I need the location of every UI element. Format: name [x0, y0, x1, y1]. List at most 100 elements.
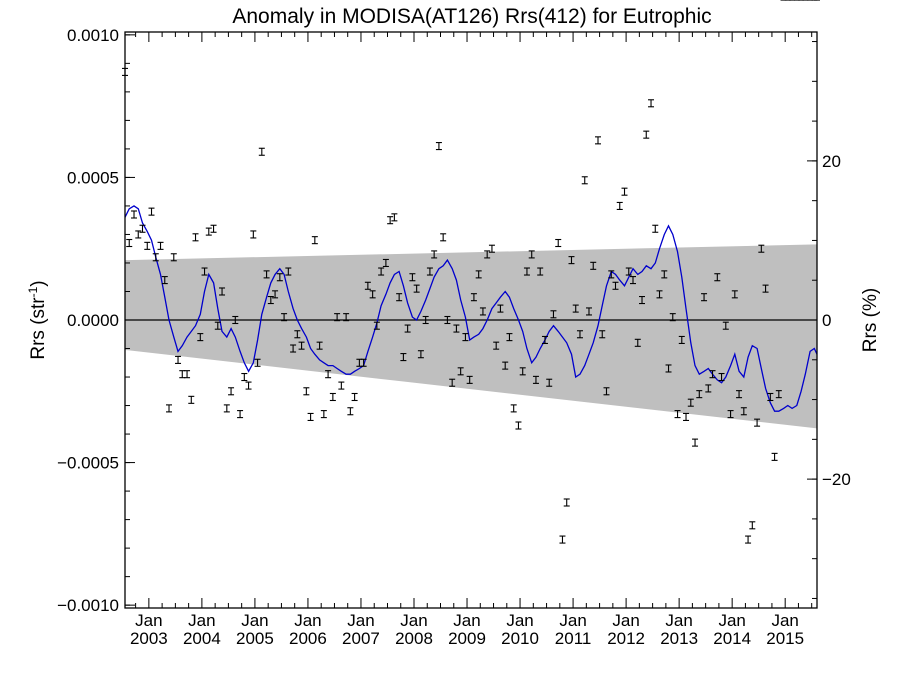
data-point [621, 187, 628, 196]
data-point [634, 338, 641, 347]
data-point [470, 293, 477, 302]
data-point [188, 395, 195, 404]
y-tick-label: 0.0010 [67, 26, 119, 45]
data-point [343, 313, 350, 322]
x-tick-month: Jan [241, 611, 268, 630]
data-point [409, 273, 416, 282]
data-point [736, 390, 743, 399]
data-point [391, 213, 398, 222]
data-point [131, 210, 138, 219]
x-tick-month: Jan [718, 611, 745, 630]
data-point [466, 375, 473, 384]
data-point [502, 361, 509, 370]
x-tick-month: Jan [294, 611, 321, 630]
data-point [594, 136, 601, 145]
data-point [563, 498, 570, 507]
data-point [740, 407, 747, 416]
data-point [449, 378, 456, 387]
data-point [669, 313, 676, 322]
data-point [364, 281, 371, 290]
data-point [298, 341, 305, 350]
data-point [775, 390, 782, 399]
x-tick-year: 2008 [395, 629, 433, 648]
data-point [581, 176, 588, 185]
y2-tick-label: 0 [822, 311, 831, 330]
data-point [488, 244, 495, 253]
data-point [219, 287, 226, 296]
data-point [479, 307, 486, 316]
x-tick-year: 2014 [713, 629, 751, 648]
data-point [687, 398, 694, 407]
data-point [311, 236, 318, 245]
data-point [537, 267, 544, 276]
data-point [612, 281, 619, 290]
data-point [175, 355, 182, 364]
data-point [285, 267, 292, 276]
data-point [559, 535, 566, 544]
series-line [124, 205, 818, 412]
plot-area [122, 0, 820, 609]
y-axis-label: Rrs (str-1) [26, 280, 49, 359]
x-tick-month: Jan [347, 611, 374, 630]
x-tick-year: 2010 [501, 629, 539, 648]
data-point [316, 341, 323, 350]
y-tick-label: −0.0005 [57, 454, 119, 473]
data-point [179, 370, 186, 379]
data-point [210, 224, 217, 233]
x-tick-year: 2013 [660, 629, 698, 648]
data-point [625, 267, 632, 276]
x-axis: Jan2003Jan2004Jan2005Jan2006Jan2007Jan20… [130, 32, 813, 648]
data-point [515, 421, 522, 430]
data-point [294, 330, 301, 339]
data-point [431, 250, 438, 259]
data-point [126, 238, 133, 248]
data-point [267, 295, 274, 305]
x-tick-month: Jan [453, 611, 480, 630]
data-point [144, 241, 151, 250]
data-point [754, 418, 761, 427]
data-point [444, 315, 451, 325]
y2-axis-label: Rrs (%) [860, 288, 881, 352]
data-point [228, 387, 235, 396]
data-point [276, 273, 283, 282]
data-point [170, 253, 177, 262]
y-axis-label-close: ) [28, 280, 49, 286]
data-point [184, 370, 191, 379]
x-tick-month: Jan [559, 611, 586, 630]
data-point [347, 407, 354, 416]
data-point [157, 241, 164, 250]
data-point [603, 387, 610, 396]
data-point [674, 410, 681, 419]
data-point [510, 404, 517, 413]
data-point [258, 147, 265, 156]
data-point [572, 304, 579, 313]
data-point [329, 392, 336, 402]
data-point [281, 313, 288, 322]
data-point [714, 273, 721, 282]
data-point [550, 310, 557, 319]
y-axis-label-main: Rrs (str [28, 297, 49, 360]
data-point [762, 284, 769, 293]
data-point [360, 358, 367, 367]
y-axis-right: 20 0 −20 [807, 41, 851, 599]
data-point [519, 367, 526, 376]
data-point [506, 333, 513, 342]
x-tick-year: 2005 [236, 629, 274, 648]
data-point [426, 267, 433, 276]
y-tick-label: −0.0010 [57, 596, 119, 615]
data-point [338, 381, 345, 390]
data-point [139, 224, 146, 233]
x-tick-year: 2009 [448, 629, 486, 648]
data-point [417, 350, 424, 359]
data-point [320, 410, 327, 419]
data-point [453, 324, 460, 333]
data-point [272, 290, 279, 299]
data-point [378, 267, 385, 276]
data-point [462, 333, 469, 342]
data-point [373, 321, 380, 330]
data-point [585, 307, 592, 316]
data-point [152, 253, 159, 262]
data-point [307, 412, 314, 422]
data-point [709, 370, 716, 379]
data-point [616, 201, 623, 210]
